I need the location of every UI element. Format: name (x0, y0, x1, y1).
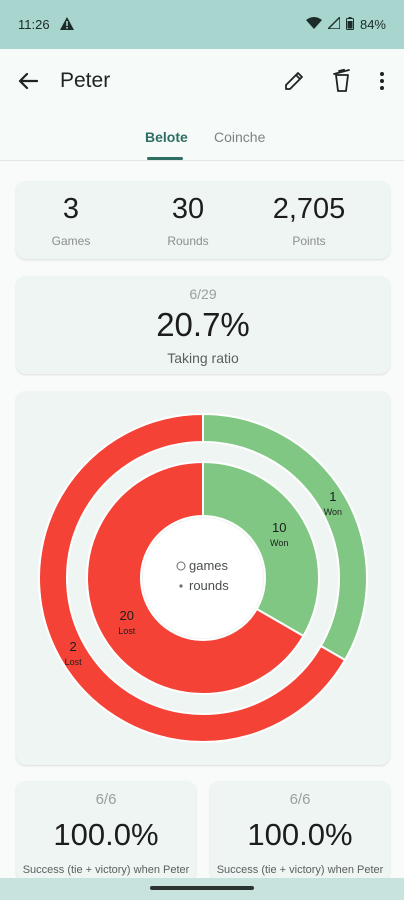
stat-games-value: 3 (62, 193, 80, 225)
success-right-label: Success (tie + victory) when Peter (216, 864, 384, 876)
status-time: 11:26 (18, 17, 50, 32)
success-right-percent: 100.0% (247, 817, 353, 852)
stats-content[interactable]: 3 Games 30 Rounds 2,705 Points 6/29 20.7… (0, 161, 404, 881)
legend-label-rounds: rounds (189, 578, 229, 593)
stat-points-label: Points (292, 234, 326, 248)
battery-icon (345, 16, 354, 33)
stat-rounds-value: 30 (171, 193, 205, 225)
games-value-won: 1 (329, 489, 336, 504)
taking-ratio-fraction: 6/29 (189, 286, 217, 302)
taking-ratio-card: 6/29 20.7% Taking ratio (16, 276, 390, 374)
stat-games-label: Games (51, 234, 91, 248)
page-title: Peter (60, 69, 111, 92)
home-handle[interactable] (150, 886, 254, 890)
legend-label-games: games (189, 558, 229, 573)
rounds-label-lost: Lost (118, 626, 136, 636)
tab-bar: Belote Coinche (0, 113, 404, 161)
warning-icon (59, 16, 74, 33)
games-slice-lost (38, 412, 347, 743)
success-card-right: 6/6 100.0% Success (tie + victory) when … (210, 781, 390, 881)
edit-pencil-icon[interactable] (280, 67, 308, 95)
rounds-value-won: 10 (272, 520, 286, 535)
stat-points: 2,705 Points (254, 193, 364, 248)
stat-rounds-label: Rounds (167, 234, 209, 248)
trash-icon[interactable] (328, 65, 356, 95)
success-card-left: 6/6 100.0% Success (tie + victory) when … (16, 781, 196, 881)
games-label-won: Won (324, 507, 342, 517)
tab-indicator (147, 157, 183, 160)
stat-points-value: 2,705 (272, 193, 346, 225)
stat-rounds: 30 Rounds (133, 193, 243, 248)
games-value-lost: 2 (69, 639, 76, 654)
games-label-lost: Lost (65, 657, 83, 667)
success-left-fraction: 6/6 (95, 791, 117, 808)
legend-marker-rounds (179, 584, 183, 588)
donut-chart: 1 Won 2 Lost 10 Won 20 Lost games rounds (38, 412, 368, 743)
success-left-label: Success (tie + victory) when Peter (22, 864, 190, 876)
rounds-value-lost: 20 (120, 608, 134, 623)
stat-games: 3 Games (16, 193, 126, 248)
tab-coinche[interactable]: Coinche (214, 129, 266, 145)
wifi-icon (305, 17, 322, 32)
rounds-label-won: Won (270, 538, 288, 548)
back-arrow-icon[interactable] (14, 67, 42, 95)
legend-marker-games (176, 561, 186, 571)
system-nav-bar (0, 878, 404, 900)
tab-belote[interactable]: Belote (145, 129, 188, 145)
status-bar: 11:26 84% (0, 0, 404, 49)
rounds-slice-lost (86, 460, 305, 695)
more-vert-icon[interactable] (372, 67, 392, 95)
app-bar: Peter (0, 49, 404, 113)
taking-ratio-percent: 20.7% (156, 306, 250, 343)
battery-percent: 84% (359, 17, 386, 32)
rounds-slice-won (202, 460, 320, 638)
success-right-fraction: 6/6 (289, 791, 311, 808)
signal-icon (326, 15, 341, 32)
taking-ratio-label: Taking ratio (167, 350, 239, 366)
success-left-percent: 100.0% (53, 817, 159, 852)
summary-card: 3 Games 30 Rounds 2,705 Points (16, 181, 390, 259)
chart-card: 1 Won 2 Lost 10 Won 20 Lost games rounds (16, 391, 390, 765)
donut-center (143, 518, 263, 638)
